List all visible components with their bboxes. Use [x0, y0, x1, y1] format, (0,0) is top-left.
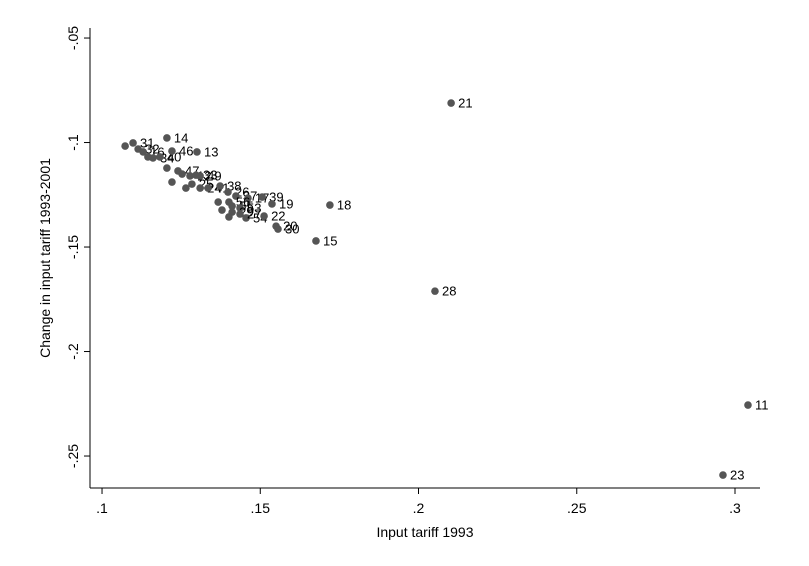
point	[188, 180, 196, 188]
point-label: 11	[755, 397, 769, 412]
point-label: 18	[337, 197, 351, 212]
point-label: 15	[323, 233, 337, 248]
point	[447, 99, 455, 107]
point	[182, 184, 190, 192]
point	[178, 170, 186, 178]
x-tick-label: .15	[251, 500, 271, 516]
point	[168, 147, 176, 155]
point	[186, 172, 194, 180]
point-label: 20	[283, 219, 297, 234]
point	[260, 212, 268, 220]
point-label: 32	[145, 141, 159, 156]
point	[244, 194, 252, 202]
point	[744, 401, 752, 409]
point	[196, 184, 204, 192]
point	[258, 193, 266, 201]
point	[163, 134, 171, 142]
point	[218, 206, 226, 214]
point-label: 13	[204, 144, 218, 159]
point	[228, 202, 236, 210]
point	[431, 287, 439, 295]
point	[236, 204, 244, 212]
point-label: 28	[442, 284, 456, 299]
point-label: 22	[271, 209, 285, 224]
point	[232, 192, 240, 200]
point-label: 53	[247, 200, 261, 215]
point	[168, 178, 176, 186]
point-label: 30	[285, 221, 299, 236]
y-axis-title: Change in input tariff 1993-2001	[37, 158, 53, 358]
point	[139, 148, 147, 156]
point	[214, 198, 222, 206]
y-tick-label: -.25	[65, 444, 81, 468]
point	[193, 148, 201, 156]
point	[274, 225, 282, 233]
point	[236, 210, 244, 218]
point	[129, 139, 137, 147]
point	[216, 182, 224, 190]
point-label: 14	[174, 130, 188, 145]
point	[121, 142, 129, 150]
point	[268, 200, 276, 208]
point-label: 19	[279, 196, 293, 211]
point	[225, 213, 233, 221]
point	[312, 237, 320, 245]
point-label: 23	[730, 467, 744, 482]
y-tick-label: -.05	[65, 26, 81, 50]
y-tick-label: -.2	[65, 343, 81, 360]
point	[242, 214, 250, 222]
x-tick-label: .2	[413, 500, 425, 516]
x-tick-label: .3	[729, 500, 741, 516]
y-tick-label: -.15	[65, 235, 81, 259]
y-tick-label: -.1	[65, 134, 81, 151]
point-label: 31	[140, 135, 154, 150]
point	[196, 172, 204, 180]
x-tick-label: .25	[567, 500, 587, 516]
point	[719, 471, 727, 479]
point-label: 33	[203, 168, 217, 183]
point	[224, 188, 232, 196]
point-label: 21	[458, 95, 472, 110]
point-label: 49	[207, 168, 221, 183]
x-tick-label: .1	[96, 500, 108, 516]
point	[156, 153, 164, 161]
point	[149, 154, 157, 162]
point	[204, 184, 212, 192]
point	[326, 201, 334, 209]
x-axis-title: Input tariff 1993	[376, 524, 473, 540]
point-label: 27	[247, 206, 261, 221]
point	[163, 164, 171, 172]
point-label: 46	[179, 144, 193, 159]
